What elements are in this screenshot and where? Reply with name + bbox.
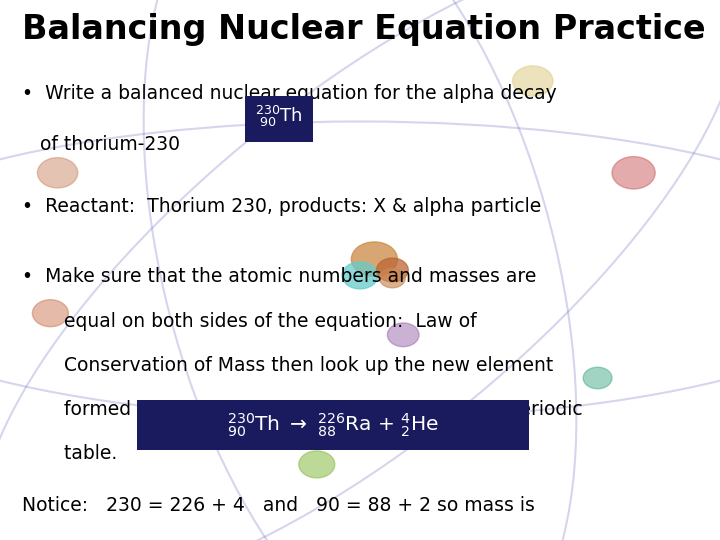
Circle shape bbox=[387, 323, 419, 347]
Text: Conservation of Mass then look up the new element: Conservation of Mass then look up the ne… bbox=[40, 356, 553, 375]
Circle shape bbox=[351, 242, 397, 276]
Circle shape bbox=[612, 157, 655, 189]
Text: table.: table. bbox=[40, 444, 117, 463]
Circle shape bbox=[379, 268, 405, 288]
Text: •  Make sure that the atomic numbers and masses are: • Make sure that the atomic numbers and … bbox=[22, 267, 536, 286]
Text: $^{230}_{90}$Th $\rightarrow$ $^{226}_{88}$Ra $+$ $^{4}_{2}$He: $^{230}_{90}$Th $\rightarrow$ $^{226}_{8… bbox=[227, 411, 439, 438]
Circle shape bbox=[342, 262, 378, 289]
FancyBboxPatch shape bbox=[137, 400, 529, 450]
Text: of thorium-230: of thorium-230 bbox=[40, 135, 179, 154]
Text: formed by it’s atomic number (protons) on the periodic: formed by it’s atomic number (protons) o… bbox=[40, 400, 582, 419]
Text: equal on both sides of the equation:  Law of: equal on both sides of the equation: Law… bbox=[40, 312, 476, 330]
Text: $\mathregular{^{230}_{\ 90}}$Th: $\mathregular{^{230}_{\ 90}}$Th bbox=[255, 104, 303, 130]
FancyBboxPatch shape bbox=[245, 96, 313, 142]
Circle shape bbox=[37, 158, 78, 188]
Circle shape bbox=[377, 258, 408, 282]
Circle shape bbox=[299, 451, 335, 478]
Circle shape bbox=[513, 66, 553, 96]
Text: Balancing Nuclear Equation Practice: Balancing Nuclear Equation Practice bbox=[22, 14, 705, 46]
Text: Notice:   230 = 226 + 4   and   90 = 88 + 2 so mass is: Notice: 230 = 226 + 4 and 90 = 88 + 2 so… bbox=[22, 496, 534, 515]
Text: •  Write a balanced nuclear equation for the alpha decay: • Write a balanced nuclear equation for … bbox=[22, 84, 557, 103]
Circle shape bbox=[32, 300, 68, 327]
Circle shape bbox=[583, 367, 612, 389]
Text: •  Reactant:  Thorium 230, products: X & alpha particle: • Reactant: Thorium 230, products: X & a… bbox=[22, 197, 541, 216]
